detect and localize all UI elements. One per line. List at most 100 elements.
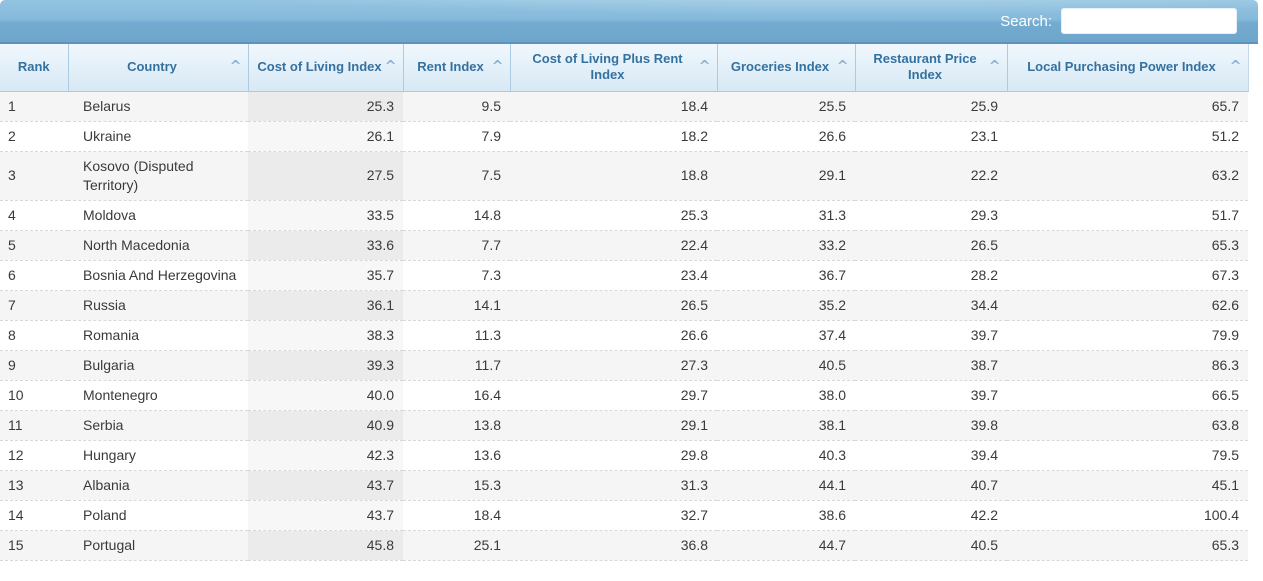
column-header-cost-of-living-index[interactable]: Cost of Living Index ^ bbox=[248, 44, 404, 92]
column-header-local-purchasing-power-index[interactable]: Local Purchasing Power Index ^ bbox=[1007, 44, 1249, 92]
sort-caret-icon: ^ bbox=[836, 58, 849, 75]
cell-rank: 8 bbox=[0, 320, 68, 351]
cell-country: Hungary bbox=[68, 440, 248, 471]
cell-groceries: 35.2 bbox=[717, 290, 855, 321]
table-body: 1 Belarus 25.3 9.5 18.4 25.5 25.9 65.7 2 Ukraine 2… bbox=[0, 91, 1248, 561]
cell-rent: 16.4 bbox=[403, 380, 510, 411]
cell-purchasing-power: 66.5 bbox=[1007, 380, 1248, 411]
cell-rank: 11 bbox=[0, 410, 68, 441]
table-row: 2 Ukraine 26.1 7.9 18.2 26.6 23.1 51.2 bbox=[0, 121, 1248, 152]
cell-country: Belarus bbox=[68, 91, 248, 122]
cell-rent: 14.8 bbox=[403, 200, 510, 231]
cell-col-plus-rent: 18.4 bbox=[510, 91, 717, 122]
column-header-cost-of-living-plus-rent-index[interactable]: Cost of Living Plus Rent Index ^ bbox=[510, 44, 718, 92]
cell-restaurant: 42.2 bbox=[855, 500, 1007, 531]
table-row: 11 Serbia 40.9 13.8 29.1 38.1 39.8 63.8 bbox=[0, 410, 1248, 441]
table-row: 4 Moldova 33.5 14.8 25.3 31.3 29.3 51.7 bbox=[0, 200, 1248, 231]
column-header-groceries-index[interactable]: Groceries Index ^ bbox=[717, 44, 856, 92]
cell-cost-of-living: 45.8 bbox=[248, 530, 403, 561]
cell-restaurant: 38.7 bbox=[855, 350, 1007, 381]
table-row: 5 North Macedonia 33.6 7.7 22.4 33.2 26.5 65.3 bbox=[0, 230, 1248, 261]
cell-cost-of-living: 38.3 bbox=[248, 320, 403, 351]
table-row: 3 Kosovo (Disputed Territory) 27.5 7.5 18.8 2… bbox=[0, 151, 1248, 201]
cell-rank: 5 bbox=[0, 230, 68, 261]
cell-restaurant: 28.2 bbox=[855, 260, 1007, 291]
cell-col-plus-rent: 29.7 bbox=[510, 380, 717, 411]
cell-cost-of-living: 35.7 bbox=[248, 260, 403, 291]
cell-rank: 1 bbox=[0, 91, 68, 122]
cell-restaurant: 39.7 bbox=[855, 320, 1007, 351]
cell-groceries: 44.1 bbox=[717, 470, 855, 501]
cell-restaurant: 39.4 bbox=[855, 440, 1007, 471]
cell-groceries: 25.5 bbox=[717, 91, 855, 122]
search-label: Search: bbox=[1000, 12, 1052, 30]
cell-rank: 3 bbox=[0, 151, 68, 201]
cell-country: Portugal bbox=[68, 530, 248, 561]
cell-groceries: 38.6 bbox=[717, 500, 855, 531]
table-row: 9 Bulgaria 39.3 11.7 27.3 40.5 38.7 86.3 bbox=[0, 350, 1248, 381]
table-row: 1 Belarus 25.3 9.5 18.4 25.5 25.9 65.7 bbox=[0, 91, 1248, 122]
cell-col-plus-rent: 23.4 bbox=[510, 260, 717, 291]
cell-purchasing-power: 79.9 bbox=[1007, 320, 1248, 351]
cell-rent: 7.7 bbox=[403, 230, 510, 261]
cell-rent: 13.6 bbox=[403, 440, 510, 471]
table-row: 7 Russia 36.1 14.1 26.5 35.2 34.4 62.6 bbox=[0, 290, 1248, 321]
cell-purchasing-power: 67.3 bbox=[1007, 260, 1248, 291]
cell-purchasing-power: 62.6 bbox=[1007, 290, 1248, 321]
cell-purchasing-power: 51.2 bbox=[1007, 121, 1248, 152]
search-input[interactable] bbox=[1061, 8, 1237, 34]
cell-groceries: 40.3 bbox=[717, 440, 855, 471]
table-row: 15 Portugal 45.8 25.1 36.8 44.7 40.5 65.3 bbox=[0, 530, 1248, 561]
cell-rent: 9.5 bbox=[403, 91, 510, 122]
cell-rent: 11.3 bbox=[403, 320, 510, 351]
cell-groceries: 37.4 bbox=[717, 320, 855, 351]
cell-country: Poland bbox=[68, 500, 248, 531]
cell-col-plus-rent: 32.7 bbox=[510, 500, 717, 531]
cell-country: Romania bbox=[68, 320, 248, 351]
cell-groceries: 38.0 bbox=[717, 380, 855, 411]
cell-country: Ukraine bbox=[68, 121, 248, 152]
sort-caret-icon: ^ bbox=[1229, 58, 1242, 75]
cell-cost-of-living: 27.5 bbox=[248, 151, 403, 201]
cell-rank: 15 bbox=[0, 530, 68, 561]
cell-country: Montenegro bbox=[68, 380, 248, 411]
cell-groceries: 36.7 bbox=[717, 260, 855, 291]
cell-rank: 9 bbox=[0, 350, 68, 381]
cell-cost-of-living: 33.5 bbox=[248, 200, 403, 231]
cell-groceries: 44.7 bbox=[717, 530, 855, 561]
cell-cost-of-living: 25.3 bbox=[248, 91, 403, 122]
sort-caret-icon: ^ bbox=[698, 58, 711, 75]
cell-purchasing-power: 65.3 bbox=[1007, 230, 1248, 261]
sort-caret-icon: ^ bbox=[491, 58, 504, 75]
cell-rent: 13.8 bbox=[403, 410, 510, 441]
cell-rank: 12 bbox=[0, 440, 68, 471]
cell-cost-of-living: 43.7 bbox=[248, 500, 403, 531]
column-header-restaurant-price-index[interactable]: Restaurant Price Index ^ bbox=[855, 44, 1008, 92]
cell-country: Kosovo (Disputed Territory) bbox=[68, 151, 248, 201]
cell-cost-of-living: 36.1 bbox=[248, 290, 403, 321]
cell-restaurant: 25.9 bbox=[855, 91, 1007, 122]
cell-groceries: 29.1 bbox=[717, 151, 855, 201]
cell-rent: 11.7 bbox=[403, 350, 510, 381]
cell-col-plus-rent: 25.3 bbox=[510, 200, 717, 231]
column-header-rent-index[interactable]: Rent Index ^ bbox=[403, 44, 511, 92]
cell-cost-of-living: 42.3 bbox=[248, 440, 403, 471]
cell-purchasing-power: 86.3 bbox=[1007, 350, 1248, 381]
cell-cost-of-living: 40.0 bbox=[248, 380, 403, 411]
cell-restaurant: 29.3 bbox=[855, 200, 1007, 231]
cell-country: North Macedonia bbox=[68, 230, 248, 261]
cell-rent: 25.1 bbox=[403, 530, 510, 561]
table-row: 13 Albania 43.7 15.3 31.3 44.1 40.7 45.1 bbox=[0, 470, 1248, 501]
cell-rank: 4 bbox=[0, 200, 68, 231]
cell-groceries: 33.2 bbox=[717, 230, 855, 261]
cell-groceries: 31.3 bbox=[717, 200, 855, 231]
toolbar: Search: bbox=[0, 0, 1258, 44]
cell-rent: 7.3 bbox=[403, 260, 510, 291]
sort-caret-icon: ^ bbox=[384, 58, 397, 75]
cell-restaurant: 40.7 bbox=[855, 470, 1007, 501]
column-header-country[interactable]: Country ^ bbox=[68, 44, 249, 92]
sort-caret-icon: ^ bbox=[229, 58, 242, 75]
cell-cost-of-living: 26.1 bbox=[248, 121, 403, 152]
cell-restaurant: 40.5 bbox=[855, 530, 1007, 561]
